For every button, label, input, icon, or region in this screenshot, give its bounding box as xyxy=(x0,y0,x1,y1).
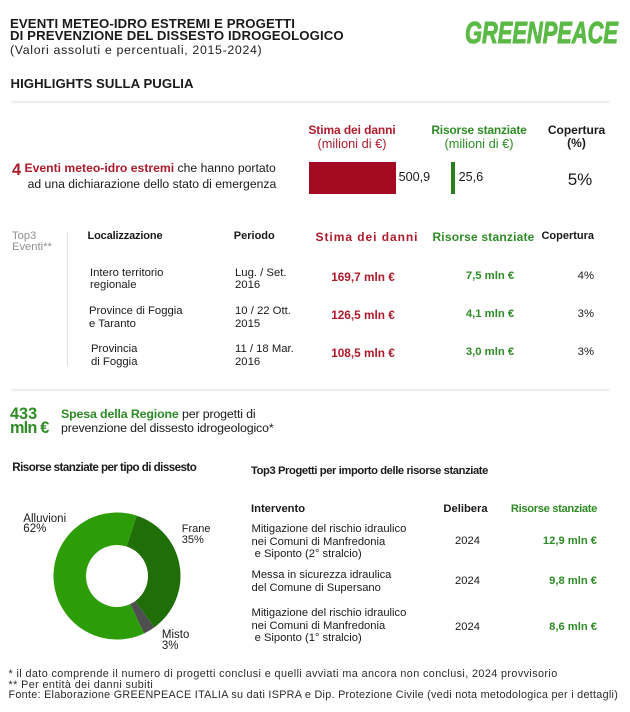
svg-text:GREENPEACE: GREENPEACE xyxy=(465,15,619,50)
